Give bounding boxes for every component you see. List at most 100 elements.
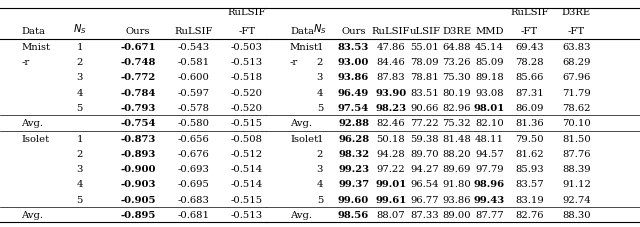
Text: 91.80: 91.80 <box>442 180 471 189</box>
Text: Mnist: Mnist <box>290 42 319 52</box>
Text: 83.51: 83.51 <box>410 88 439 97</box>
Text: -r: -r <box>290 58 298 67</box>
Text: -0.580: -0.580 <box>178 119 210 128</box>
Text: RuLSIF: RuLSIF <box>510 8 549 17</box>
Text: 77.22: 77.22 <box>410 119 439 128</box>
Text: 85.09: 85.09 <box>475 58 504 67</box>
Text: -0.873: -0.873 <box>120 134 156 143</box>
Text: 99.23: 99.23 <box>338 164 369 173</box>
Text: 5: 5 <box>317 104 323 112</box>
Text: -0.656: -0.656 <box>178 134 210 143</box>
Text: 5: 5 <box>317 195 323 204</box>
Text: -r: -r <box>21 58 29 67</box>
Text: 64.88: 64.88 <box>442 42 471 52</box>
Text: -0.900: -0.900 <box>120 164 156 173</box>
Text: 78.28: 78.28 <box>515 58 544 67</box>
Text: 99.37: 99.37 <box>338 180 369 189</box>
Text: 69.43: 69.43 <box>515 42 544 52</box>
Text: 89.00: 89.00 <box>442 210 471 219</box>
Text: 82.10: 82.10 <box>475 119 504 128</box>
Text: -0.683: -0.683 <box>178 195 210 204</box>
Text: 94.28: 94.28 <box>377 149 405 158</box>
Text: 83.19: 83.19 <box>515 195 544 204</box>
Text: 4: 4 <box>317 88 323 97</box>
Text: Data: Data <box>21 27 45 36</box>
Text: D3RE: D3RE <box>442 27 471 36</box>
Text: 93.08: 93.08 <box>475 88 504 97</box>
Text: 45.14: 45.14 <box>475 42 504 52</box>
Text: -0.503: -0.503 <box>231 42 263 52</box>
Text: 2: 2 <box>317 149 323 158</box>
Text: -0.520: -0.520 <box>231 88 263 97</box>
Text: 2: 2 <box>77 149 83 158</box>
Text: -0.772: -0.772 <box>120 73 156 82</box>
Text: 73.26: 73.26 <box>442 58 471 67</box>
Text: 93.00: 93.00 <box>338 58 369 67</box>
Text: D3RE: D3RE <box>562 8 591 17</box>
Text: -0.695: -0.695 <box>178 180 210 189</box>
Text: 5: 5 <box>77 104 83 112</box>
Text: Ours: Ours <box>126 27 150 36</box>
Text: 78.62: 78.62 <box>562 104 591 112</box>
Text: Avg.: Avg. <box>21 210 44 219</box>
Text: 99.43: 99.43 <box>474 195 505 204</box>
Text: Avg.: Avg. <box>21 119 44 128</box>
Text: -0.508: -0.508 <box>231 134 263 143</box>
Text: -0.513: -0.513 <box>231 58 263 67</box>
Text: -0.514: -0.514 <box>231 180 263 189</box>
Text: -0.515: -0.515 <box>231 119 263 128</box>
Text: 4: 4 <box>76 88 83 97</box>
Text: $N_S$: $N_S$ <box>73 22 86 36</box>
Text: 3: 3 <box>77 164 83 173</box>
Text: 88.20: 88.20 <box>442 149 471 158</box>
Text: 87.31: 87.31 <box>515 88 544 97</box>
Text: 83.53: 83.53 <box>338 42 369 52</box>
Text: 96.49: 96.49 <box>338 88 369 97</box>
Text: 88.07: 88.07 <box>377 210 405 219</box>
Text: 81.36: 81.36 <box>515 119 544 128</box>
Text: 71.79: 71.79 <box>562 88 591 97</box>
Text: 68.29: 68.29 <box>562 58 591 67</box>
Text: -0.600: -0.600 <box>178 73 210 82</box>
Text: -0.597: -0.597 <box>178 88 210 97</box>
Text: -0.512: -0.512 <box>231 149 263 158</box>
Text: 96.28: 96.28 <box>338 134 369 143</box>
Text: 1: 1 <box>76 134 83 143</box>
Text: -0.520: -0.520 <box>231 104 263 112</box>
Text: 5: 5 <box>77 195 83 204</box>
Text: -0.754: -0.754 <box>120 119 156 128</box>
Text: -0.895: -0.895 <box>120 210 156 219</box>
Text: 2: 2 <box>317 58 323 67</box>
Text: 92.74: 92.74 <box>562 195 591 204</box>
Text: 97.22: 97.22 <box>377 164 405 173</box>
Text: -0.513: -0.513 <box>231 210 263 219</box>
Text: 55.01: 55.01 <box>410 42 439 52</box>
Text: 89.69: 89.69 <box>442 164 471 173</box>
Text: -0.514: -0.514 <box>231 164 263 173</box>
Text: -0.543: -0.543 <box>178 42 210 52</box>
Text: 88.39: 88.39 <box>562 164 591 173</box>
Text: 87.83: 87.83 <box>377 73 405 82</box>
Text: 78.09: 78.09 <box>410 58 439 67</box>
Text: -0.671: -0.671 <box>120 42 156 52</box>
Text: -FT: -FT <box>568 27 585 36</box>
Text: 83.57: 83.57 <box>515 180 544 189</box>
Text: 1: 1 <box>76 42 83 52</box>
Text: 81.62: 81.62 <box>515 149 544 158</box>
Text: 84.46: 84.46 <box>377 58 405 67</box>
Text: 75.32: 75.32 <box>442 119 471 128</box>
Text: 86.09: 86.09 <box>515 104 544 112</box>
Text: -0.578: -0.578 <box>178 104 210 112</box>
Text: 89.70: 89.70 <box>410 149 439 158</box>
Text: -0.903: -0.903 <box>120 180 156 189</box>
Text: -0.784: -0.784 <box>120 88 156 97</box>
Text: 98.96: 98.96 <box>474 180 505 189</box>
Text: 99.01: 99.01 <box>376 180 406 189</box>
Text: -FT: -FT <box>239 27 255 36</box>
Text: 59.38: 59.38 <box>410 134 439 143</box>
Text: 81.48: 81.48 <box>442 134 471 143</box>
Text: 82.76: 82.76 <box>515 210 544 219</box>
Text: $N_S$: $N_S$ <box>313 22 327 36</box>
Text: 87.33: 87.33 <box>410 210 439 219</box>
Text: 2: 2 <box>77 58 83 67</box>
